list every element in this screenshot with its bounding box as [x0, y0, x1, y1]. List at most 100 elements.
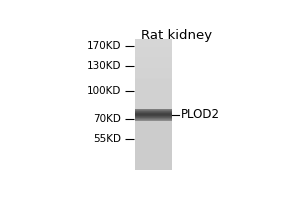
Bar: [135, 144, 172, 145]
Bar: [135, 150, 172, 151]
Bar: [135, 39, 172, 40]
Bar: [135, 115, 172, 116]
Text: PLOD2: PLOD2: [181, 108, 220, 121]
Bar: [135, 103, 172, 104]
Bar: [135, 57, 172, 58]
Bar: [135, 126, 172, 127]
Bar: [135, 159, 172, 160]
Bar: [135, 158, 172, 159]
Bar: [135, 135, 172, 136]
Bar: [135, 157, 172, 158]
Bar: [135, 140, 172, 141]
Bar: [135, 52, 172, 53]
Bar: [135, 46, 172, 47]
Bar: [135, 146, 172, 147]
Bar: [135, 53, 172, 54]
Bar: [135, 160, 172, 161]
Bar: [135, 162, 172, 163]
Bar: [135, 99, 172, 100]
Bar: [135, 95, 172, 96]
Bar: [135, 66, 172, 67]
Bar: [135, 122, 172, 123]
Bar: [135, 96, 172, 97]
Bar: [135, 141, 172, 142]
Bar: [135, 77, 172, 78]
Bar: [135, 117, 172, 118]
Bar: [135, 124, 172, 125]
Bar: [135, 93, 172, 94]
Bar: [135, 119, 172, 120]
Bar: [135, 154, 172, 155]
Bar: [135, 110, 172, 111]
Bar: [135, 145, 172, 146]
Bar: [135, 121, 172, 122]
Bar: [135, 43, 172, 44]
Bar: [135, 86, 172, 87]
Bar: [135, 55, 172, 56]
Bar: [135, 131, 172, 132]
Bar: [135, 112, 172, 113]
Text: 170KD: 170KD: [87, 41, 121, 51]
Bar: [135, 73, 172, 74]
Bar: [135, 127, 172, 128]
Bar: [135, 76, 172, 77]
Bar: [135, 105, 172, 106]
Bar: [135, 48, 172, 49]
Bar: [135, 129, 172, 130]
Bar: [135, 125, 172, 126]
Bar: [135, 70, 172, 71]
Bar: [135, 101, 172, 102]
Text: 55KD: 55KD: [93, 134, 121, 144]
Bar: [135, 155, 172, 156]
Bar: [135, 79, 172, 80]
Bar: [135, 112, 172, 113]
Bar: [135, 110, 172, 111]
Bar: [135, 120, 172, 121]
Bar: [135, 161, 172, 162]
Bar: [135, 98, 172, 99]
Bar: [135, 40, 172, 41]
Bar: [135, 45, 172, 46]
Bar: [135, 148, 172, 149]
Bar: [135, 136, 172, 137]
Bar: [135, 84, 172, 85]
Bar: [135, 54, 172, 55]
Bar: [135, 133, 172, 134]
Bar: [135, 91, 172, 92]
Bar: [135, 117, 172, 118]
Bar: [135, 169, 172, 170]
Bar: [135, 143, 172, 144]
Bar: [135, 139, 172, 140]
Bar: [135, 108, 172, 109]
Bar: [135, 165, 172, 166]
Bar: [135, 153, 172, 154]
Bar: [135, 120, 172, 121]
Bar: [135, 81, 172, 82]
Bar: [135, 106, 172, 107]
Bar: [135, 56, 172, 57]
Bar: [135, 65, 172, 66]
Bar: [135, 82, 172, 83]
Bar: [135, 44, 172, 45]
Bar: [135, 47, 172, 48]
Bar: [135, 90, 172, 91]
Bar: [135, 59, 172, 60]
Bar: [135, 134, 172, 135]
Bar: [135, 78, 172, 79]
Bar: [135, 113, 172, 114]
Bar: [135, 42, 172, 43]
Bar: [135, 114, 172, 115]
Bar: [135, 74, 172, 75]
Bar: [135, 102, 172, 103]
Bar: [135, 71, 172, 72]
Bar: [135, 67, 172, 68]
Bar: [135, 63, 172, 64]
Bar: [135, 61, 172, 62]
Bar: [135, 147, 172, 148]
Bar: [135, 50, 172, 51]
Text: Rat kidney: Rat kidney: [141, 29, 213, 42]
Bar: [135, 64, 172, 65]
Bar: [135, 104, 172, 105]
Bar: [135, 113, 172, 114]
Bar: [135, 130, 172, 131]
